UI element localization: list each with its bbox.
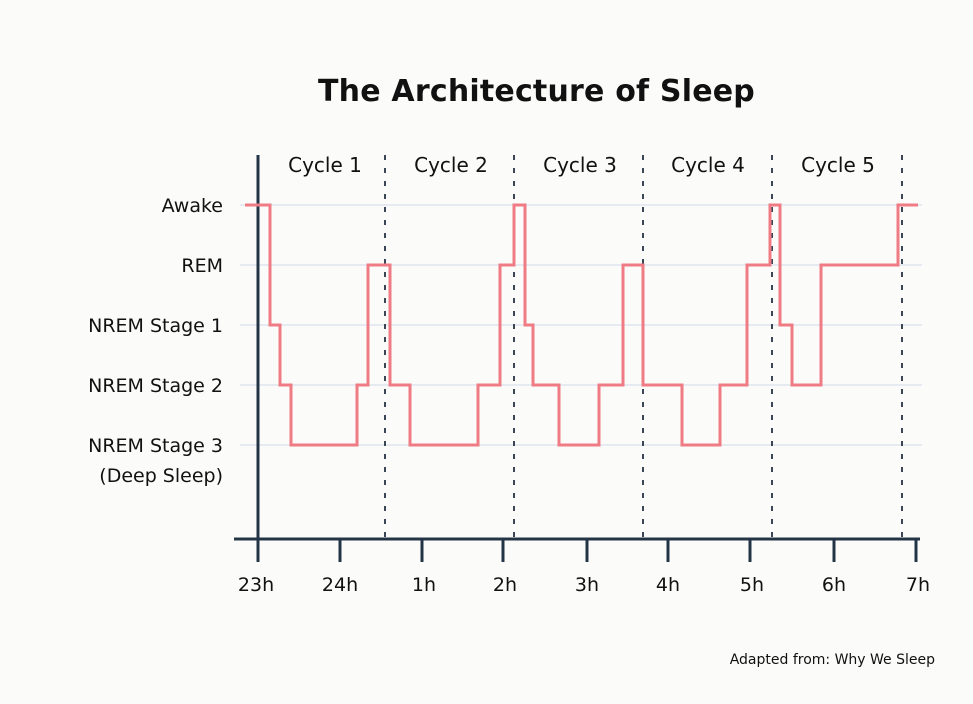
axes xyxy=(234,155,920,562)
cycle-label-3: Cycle 3 xyxy=(543,153,617,177)
y-label-awake: Awake xyxy=(162,195,223,217)
gridlines xyxy=(240,204,922,446)
x-label-5h: 5h xyxy=(740,574,764,596)
x-label-23h: 23h xyxy=(238,574,274,596)
x-axis-labels: 23h 24h 1h 2h 3h 4h 5h 6h 7h xyxy=(238,574,930,596)
cycle-label-2: Cycle 2 xyxy=(414,153,488,177)
x-label-4h: 4h xyxy=(656,574,680,596)
chart-title: The Architecture of Sleep xyxy=(318,74,755,109)
x-label-3h: 3h xyxy=(575,574,599,596)
x-label-7h: 7h xyxy=(906,574,930,596)
source-caption: Adapted from: Why We Sleep xyxy=(729,652,935,668)
y-axis-labels: Awake REM NREM Stage 1 NREM Stage 2 NREM… xyxy=(88,195,223,487)
sleep-stage-line xyxy=(245,203,918,447)
x-label-2h: 2h xyxy=(493,574,517,596)
x-label-6h: 6h xyxy=(822,574,846,596)
y-label-rem: REM xyxy=(181,255,223,277)
cycle-label-5: Cycle 5 xyxy=(801,153,875,177)
x-label-24h: 24h xyxy=(322,574,358,596)
y-label-deep-sleep: (Deep Sleep) xyxy=(99,465,223,487)
x-label-1h: 1h xyxy=(412,574,436,596)
cycle-label-4: Cycle 4 xyxy=(671,153,745,177)
y-label-nrem3: NREM Stage 3 xyxy=(88,435,223,457)
cycle-label-1: Cycle 1 xyxy=(288,153,362,177)
y-label-nrem1: NREM Stage 1 xyxy=(88,315,223,337)
y-label-nrem2: NREM Stage 2 xyxy=(88,375,223,397)
cycle-labels: Cycle 1 Cycle 2 Cycle 3 Cycle 4 Cycle 5 xyxy=(288,153,875,177)
x-ticks xyxy=(338,539,918,562)
